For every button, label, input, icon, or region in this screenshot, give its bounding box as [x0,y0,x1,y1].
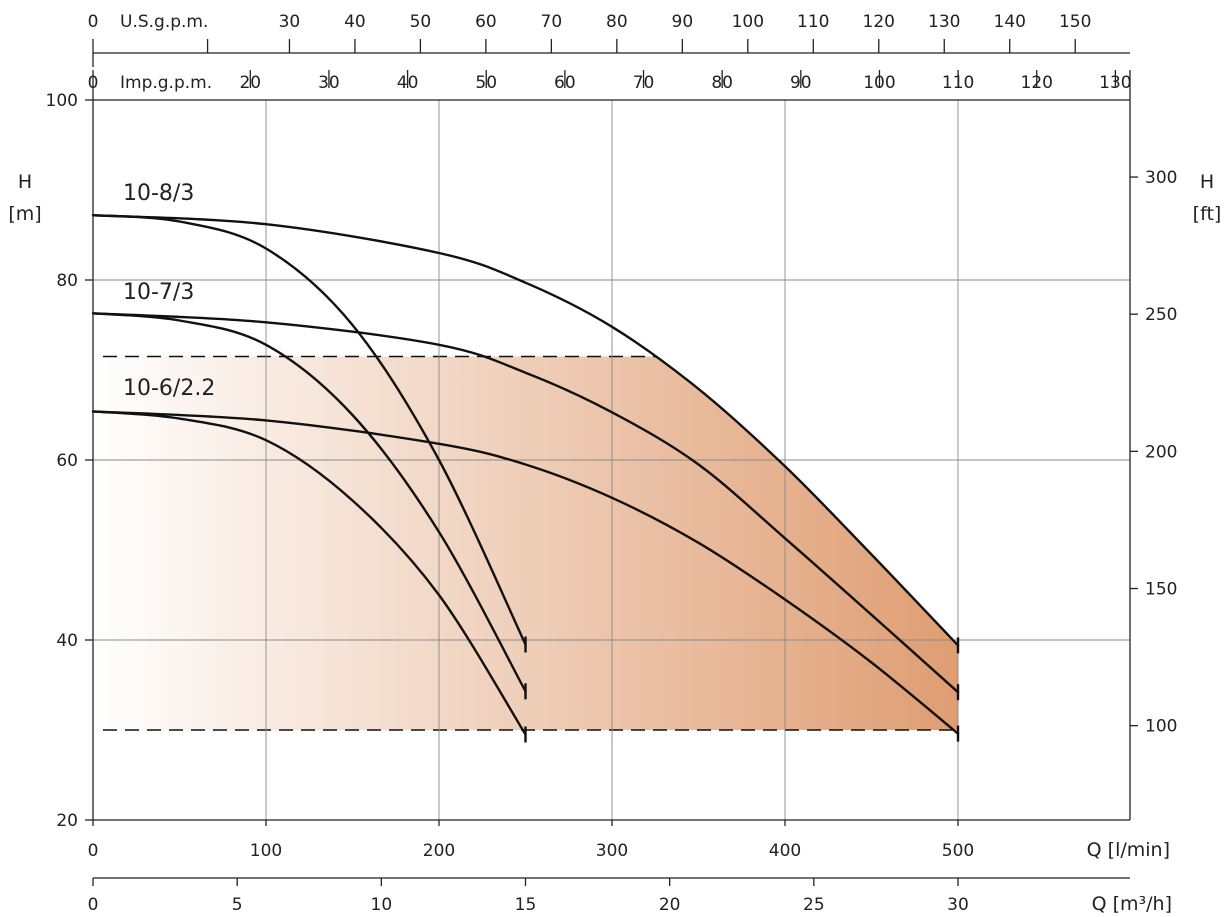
usgpm-tick-label: 150 [1059,12,1091,32]
operating-range-layer [93,355,958,731]
series-curve-lower [91,312,527,693]
y-right-tick-label: 250 [1145,305,1177,325]
impgpm-tick-label: 40 [397,73,419,93]
x-main-tick-label: 100 [250,841,282,861]
usgpm-tick-label: 80 [606,12,628,32]
y-left-tick-label: 20 [56,811,78,831]
usgpm-tick-label: 30 [279,12,301,32]
impgpm-tick-label: 60 [554,73,576,93]
series-curve-lower [91,410,527,736]
usgpm-tick-label: 0 [88,12,99,32]
usgpm-tick-label: 100 [732,12,764,32]
m3h-tick-label: 0 [88,895,99,915]
m3h-tick-label: 10 [371,895,393,915]
impgpm-tick-label: 80 [711,73,733,93]
operating-range-area [93,356,958,730]
y-left-tick-label: 60 [56,451,78,471]
usgpm-tick-label: 90 [672,12,694,32]
m3h-tick-label: 5 [232,895,243,915]
x-main-tick-label: 400 [769,841,801,861]
series-curve-upper [91,214,960,647]
m3h-tick-label: 15 [515,895,537,915]
usgpm-tick-label: 110 [797,12,829,32]
impgpm-tick-label: 70 [633,73,655,93]
impgpm-tick-label: 110 [942,73,974,93]
series-label: 10-6/2.2 [123,376,215,401]
usgpm-tick-label: 70 [541,12,563,32]
usgpm-axis-title: U.S.g.p.m. [120,12,208,32]
impgpm-tick-label: 20 [239,73,261,93]
y-right-tick-label: 300 [1145,168,1177,188]
y-right-tick-label: 100 [1145,717,1177,737]
x-main-tick-label: 0 [88,841,99,861]
y-right-tick-label: 150 [1145,580,1177,600]
series-curve-lower [91,214,527,646]
x-main-tick-label: 300 [596,841,628,861]
impgpm-tick-label: 0 [88,73,99,93]
m3h-tick-label: 20 [659,895,681,915]
impgpm-tick-label: 30 [318,73,340,93]
usgpm-tick-label: 120 [863,12,895,32]
x-main-title: Q [l/min] [1087,839,1170,861]
y-right-tick-label: 200 [1145,442,1177,462]
y-right-title: H [1200,171,1214,193]
impgpm-tick-label: 50 [475,73,497,93]
impgpm-tick-label: 130 [1099,73,1131,93]
y-right-unit: [ft] [1193,203,1222,225]
usgpm-tick-label: 50 [410,12,432,32]
y-left-tick-label: 80 [56,271,78,291]
y-left-tick-label: 40 [56,631,78,651]
impgpm-tick-label: 120 [1021,73,1053,93]
x-main-tick-label: 500 [942,841,974,861]
series-label: 10-7/3 [123,280,194,305]
impgpm-axis-title: Imp.g.p.m. [120,73,212,93]
y-left-unit: [m] [8,203,41,225]
x-main-tick-label: 200 [423,841,455,861]
series-curve-upper [91,312,960,694]
axes-layer [85,39,1138,886]
usgpm-tick-label: 130 [928,12,960,32]
x-m3h-title: Q [m³/h] [1092,893,1172,915]
usgpm-tick-label: 60 [475,12,497,32]
impgpm-tick-label: 100 [863,73,895,93]
y-left-tick-label: 100 [46,91,78,111]
series-curve-upper [91,410,960,735]
usgpm-tick-label: 40 [344,12,366,32]
impgpm-tick-label: 90 [790,73,812,93]
y-left-title: H [18,171,32,193]
usgpm-tick-label: 140 [994,12,1026,32]
curves-layer [91,214,960,743]
m3h-tick-label: 30 [947,895,969,915]
m3h-tick-label: 25 [803,895,825,915]
series-label: 10-8/3 [123,181,194,206]
